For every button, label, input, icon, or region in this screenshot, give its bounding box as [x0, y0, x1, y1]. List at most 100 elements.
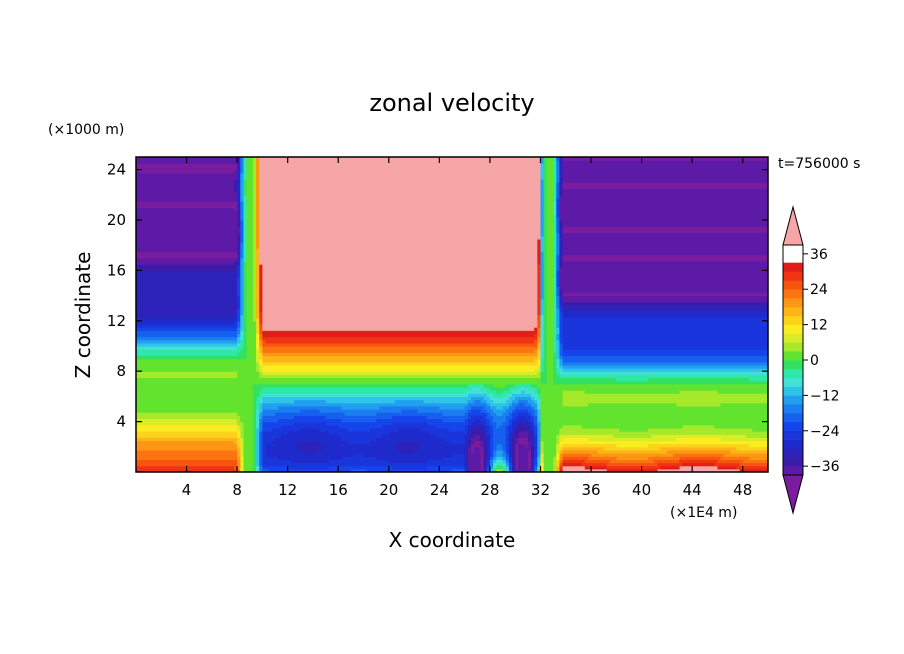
field-cell — [259, 260, 538, 265]
field-cell — [556, 197, 561, 202]
field-cell — [398, 427, 421, 432]
field-cell — [496, 443, 504, 448]
field-cell — [543, 364, 548, 369]
field-cell — [259, 279, 263, 284]
colorbar-tick-label: −36 — [810, 459, 840, 475]
field-cell — [562, 342, 768, 347]
field-cell — [246, 355, 257, 360]
field-cell — [233, 465, 238, 470]
field-cell — [553, 245, 557, 249]
field-cell — [559, 175, 564, 180]
field-cell — [480, 437, 485, 442]
field-cell — [559, 431, 768, 435]
field-cell — [540, 409, 768, 413]
field-cell — [136, 245, 238, 249]
field-cell — [246, 245, 254, 249]
field-cell — [259, 330, 263, 334]
field-cell — [136, 172, 238, 177]
field-cell — [546, 333, 554, 338]
field-cell — [559, 434, 614, 438]
field-cell — [240, 289, 245, 294]
field-cell — [237, 298, 241, 303]
field-cell — [540, 182, 545, 186]
field-cell — [562, 327, 768, 331]
field-cell — [534, 405, 538, 410]
field-cell — [483, 427, 488, 432]
field-cell — [546, 254, 554, 259]
field-cell — [559, 371, 768, 375]
field-cell — [546, 238, 554, 243]
field-cell — [559, 197, 768, 202]
field-cell — [553, 220, 557, 224]
field-cell — [252, 393, 260, 397]
field-cell — [553, 273, 557, 278]
field-cell — [252, 248, 257, 253]
field-cell — [508, 453, 513, 457]
field-cell — [543, 267, 548, 271]
field-cell — [508, 386, 519, 391]
field-cell — [512, 440, 516, 445]
field-cell — [559, 339, 564, 344]
field-cell — [556, 308, 561, 312]
field-cell — [559, 226, 564, 231]
field-cell — [467, 424, 472, 429]
field-cell — [556, 314, 561, 319]
field-cell — [136, 223, 238, 227]
field-cell — [543, 223, 548, 227]
field-cell — [543, 242, 548, 246]
field-cell — [382, 434, 437, 438]
field-cell — [275, 437, 342, 442]
field-cell — [136, 298, 238, 303]
field-cell — [537, 264, 542, 268]
field-cell — [256, 330, 260, 334]
field-cell — [237, 283, 241, 287]
field-cell — [256, 213, 260, 218]
field-cell — [553, 191, 557, 196]
field-cell — [136, 238, 238, 243]
field-cell — [537, 449, 542, 454]
field-cell — [540, 327, 545, 331]
field-cell — [252, 443, 257, 448]
field-cell — [540, 197, 545, 202]
field-cell — [259, 308, 263, 312]
field-cell — [136, 453, 238, 457]
field-cell — [534, 446, 538, 451]
field-cell — [537, 427, 542, 432]
x-tick-label: 4 — [182, 481, 192, 499]
field-cell — [502, 462, 507, 467]
field-cell — [464, 453, 469, 457]
field-cell — [537, 267, 542, 271]
field-cell — [559, 443, 564, 448]
field-cell — [537, 330, 542, 334]
field-cell — [556, 163, 561, 168]
field-cell — [553, 368, 557, 372]
field-cell — [508, 396, 516, 401]
field-cell — [730, 449, 768, 454]
field-cell — [252, 235, 257, 240]
field-cell — [256, 327, 260, 331]
field-cell — [543, 330, 548, 334]
field-cell — [262, 298, 538, 303]
field-cell — [486, 453, 491, 457]
field-cell — [136, 229, 241, 234]
colorbar-band — [783, 324, 803, 334]
field-cell — [556, 371, 561, 375]
y-unit-label: (×1000 m) — [48, 122, 124, 138]
field-cell — [559, 166, 564, 171]
field-cell — [256, 172, 260, 177]
field-cell — [259, 301, 263, 306]
field-cell — [240, 191, 245, 196]
field-cell — [262, 462, 466, 467]
field-cell — [512, 424, 516, 429]
field-cell — [562, 311, 768, 316]
field-cell — [537, 292, 542, 297]
field-cell — [543, 248, 548, 253]
field-cell — [136, 323, 238, 328]
field-cell — [553, 346, 557, 350]
colorbar-band — [783, 342, 803, 352]
field-cell — [252, 179, 257, 183]
field-cell — [540, 229, 545, 234]
field-cell — [546, 273, 554, 278]
field-cell — [657, 468, 741, 472]
